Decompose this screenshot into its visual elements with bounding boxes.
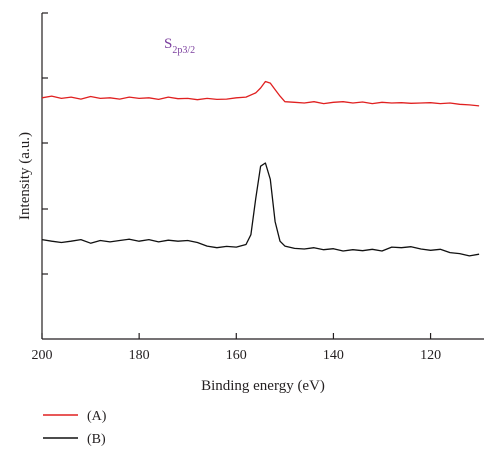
x-tick-label: 200 xyxy=(32,348,53,363)
legend: (A) (B) xyxy=(43,409,107,447)
legend-label: (A) xyxy=(87,409,107,424)
y-axis-title: Intensity (a.u.) xyxy=(17,132,33,220)
series-line-b xyxy=(41,162,480,257)
x-tick-label: 140 xyxy=(323,348,344,363)
x-tick-label: 180 xyxy=(129,348,150,363)
x-tick-label: 120 xyxy=(420,348,441,363)
series-line-a xyxy=(41,80,480,107)
peak-annotation: S2p3/2 xyxy=(164,36,195,56)
axes xyxy=(41,12,484,340)
series xyxy=(41,80,480,257)
x-tick-label: 160 xyxy=(226,348,247,363)
annotation-subscript: 2p3/2 xyxy=(172,45,195,56)
x-axis-title: Binding energy (eV) xyxy=(201,378,325,394)
annotation-base: S xyxy=(164,36,172,52)
x-ticks: 200 180 160 140 120 xyxy=(32,333,441,363)
legend-label: (B) xyxy=(87,432,106,447)
